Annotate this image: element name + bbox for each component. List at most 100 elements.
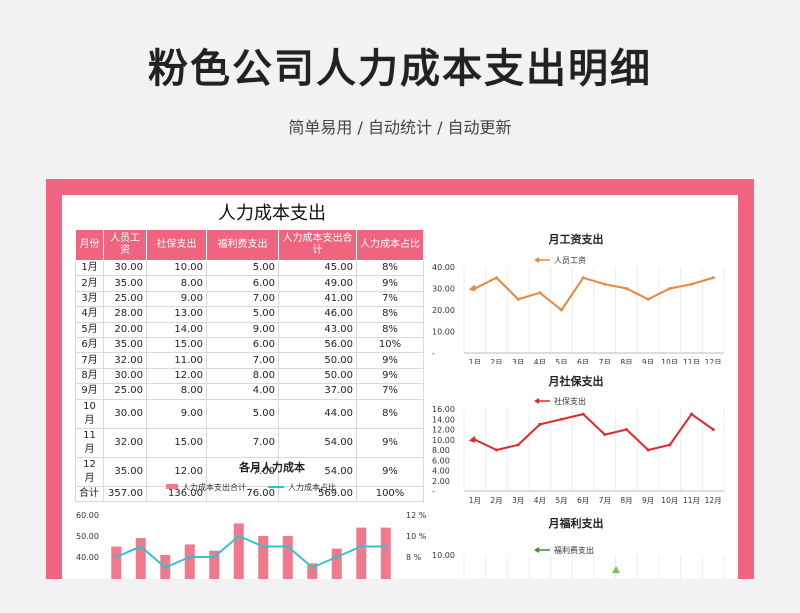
table-cell: 9% xyxy=(356,456,424,487)
table-cell: 9% xyxy=(356,427,424,458)
table-row: 8月 30.00 12.00 8.00 50.00 9% xyxy=(75,367,424,385)
legend-arrow-icon xyxy=(534,547,539,553)
table-cell: 8.00 xyxy=(146,383,207,400)
data-point xyxy=(310,566,314,569)
y-tick-label: 10.00 xyxy=(432,436,455,445)
table-cell: 4月 xyxy=(75,306,104,323)
table-cell: 50.00 xyxy=(278,367,357,385)
page-subtitle: 简单易用 / 自动统计 / 自动更新 xyxy=(288,118,512,137)
table-cell: 8% xyxy=(356,259,424,277)
table-cell: 11.00 xyxy=(146,352,207,369)
table-total-row: 合计 357.00 136.00 76.00 569.00 100% xyxy=(75,485,424,502)
table-cell: 2月 xyxy=(75,275,104,292)
table-cell: 46.00 xyxy=(278,306,357,323)
table-cell: 12.00 xyxy=(146,456,207,487)
x-tick-label: 11月 xyxy=(683,496,700,505)
bar xyxy=(233,523,244,579)
x-tick-label: 6月 xyxy=(577,496,589,505)
sheet-frame: 人力成本支出 月份 人员工资 社保支出 福利费支出 人力成本支出合计 人力成本占… xyxy=(46,179,754,579)
data-point xyxy=(495,448,498,452)
bar xyxy=(258,536,269,579)
y-tick-label-right: 12 % xyxy=(406,511,427,520)
x-tick-label: 5月 xyxy=(555,496,567,505)
data-point xyxy=(646,297,650,301)
table-cell: 10.00 xyxy=(146,259,207,277)
table-cell: 32.00 xyxy=(103,352,147,369)
series-line xyxy=(474,412,714,452)
table-cell: 15.00 xyxy=(146,427,207,458)
table-cell: 54.00 xyxy=(278,456,357,487)
data-point xyxy=(538,422,542,426)
table-cell: 7月 xyxy=(75,352,104,369)
table-cell: 8月 xyxy=(75,367,104,385)
data-point xyxy=(690,282,693,286)
table-cell: 35.00 xyxy=(103,275,147,292)
table-cell: 7% xyxy=(356,290,424,308)
x-tick-label: 1月 xyxy=(469,358,481,364)
page-title: 粉色公司人力成本支出明细 xyxy=(148,46,652,92)
data-point xyxy=(212,555,216,559)
bar xyxy=(307,563,318,579)
x-tick-label: 5月 xyxy=(555,358,567,364)
table-cell: 45.00 xyxy=(278,259,357,277)
y-tick-label: 30.00 xyxy=(432,285,455,294)
table-cell: 35.00 xyxy=(103,336,147,354)
table-cell: 8% xyxy=(356,398,424,429)
x-tick-label: 8月 xyxy=(620,496,632,505)
data-point xyxy=(625,428,628,431)
table-cell: 7.00 xyxy=(206,427,279,458)
column-header: 人力成本支出合计 xyxy=(278,229,357,261)
column-header: 人员工资 xyxy=(103,229,147,261)
data-point xyxy=(625,287,628,290)
table-cell: 9% xyxy=(356,352,424,369)
table-cell: 5.00 xyxy=(206,306,279,323)
data-point xyxy=(114,555,118,559)
table-cell: 9月 xyxy=(75,383,104,400)
data-point xyxy=(560,308,563,312)
table-cell: 54.00 xyxy=(278,427,357,458)
legend-arrow-icon xyxy=(534,257,539,263)
table-row: 6月 35.00 15.00 6.00 56.00 10% xyxy=(75,336,424,354)
table-cell: 56.00 xyxy=(278,336,357,354)
table-cell: 10月 xyxy=(75,398,104,429)
table-cell: 49.00 xyxy=(278,275,357,292)
table-cell: 15.00 xyxy=(146,336,207,354)
data-point xyxy=(495,276,498,280)
x-tick-label: 8月 xyxy=(620,358,632,364)
data-point xyxy=(516,297,520,301)
y-tick-label: 40.00 xyxy=(432,263,455,272)
table-row: 1月 30.00 10.00 5.00 45.00 8% xyxy=(75,259,424,277)
series-marker-icon xyxy=(612,566,620,573)
chart-title: 月社保支出 xyxy=(548,374,604,388)
table-cell: 28.00 xyxy=(103,306,147,323)
data-point xyxy=(261,545,265,548)
bar xyxy=(282,536,293,579)
y-tick-label: - xyxy=(432,487,435,496)
table-cell: 25.00 xyxy=(103,383,147,400)
table-cell: 8.00 xyxy=(206,367,279,385)
table-row: 9月 25.00 8.00 4.00 37.00 7% xyxy=(75,383,424,400)
x-tick-label: 10月 xyxy=(661,358,678,364)
x-tick-label: 7月 xyxy=(599,358,611,364)
bar xyxy=(356,527,367,579)
legend-label: 人力成本支出合计 xyxy=(182,482,246,492)
table-cell: 11月 xyxy=(75,427,104,458)
table-cell: 12.00 xyxy=(146,367,207,385)
table-cell: 9% xyxy=(356,367,424,385)
table-cell: 5月 xyxy=(75,321,104,338)
data-point xyxy=(668,443,672,447)
x-tick-label: 11月 xyxy=(683,358,700,364)
table-cell: 20.00 xyxy=(103,321,147,338)
x-tick-label: 3月 xyxy=(512,358,524,364)
table-cell: 7.00 xyxy=(206,290,279,308)
table-cell: 30.00 xyxy=(103,398,147,429)
series-start-arrow-icon xyxy=(468,435,475,443)
data-point xyxy=(384,545,388,548)
data-point xyxy=(581,412,585,416)
y-tick-label: 40.00 xyxy=(76,553,99,562)
data-point xyxy=(139,545,143,548)
bar xyxy=(331,548,342,579)
data-point xyxy=(516,443,520,447)
y-tick-label: 10.00 xyxy=(432,328,455,337)
table-cell: 7.00 xyxy=(206,352,279,369)
